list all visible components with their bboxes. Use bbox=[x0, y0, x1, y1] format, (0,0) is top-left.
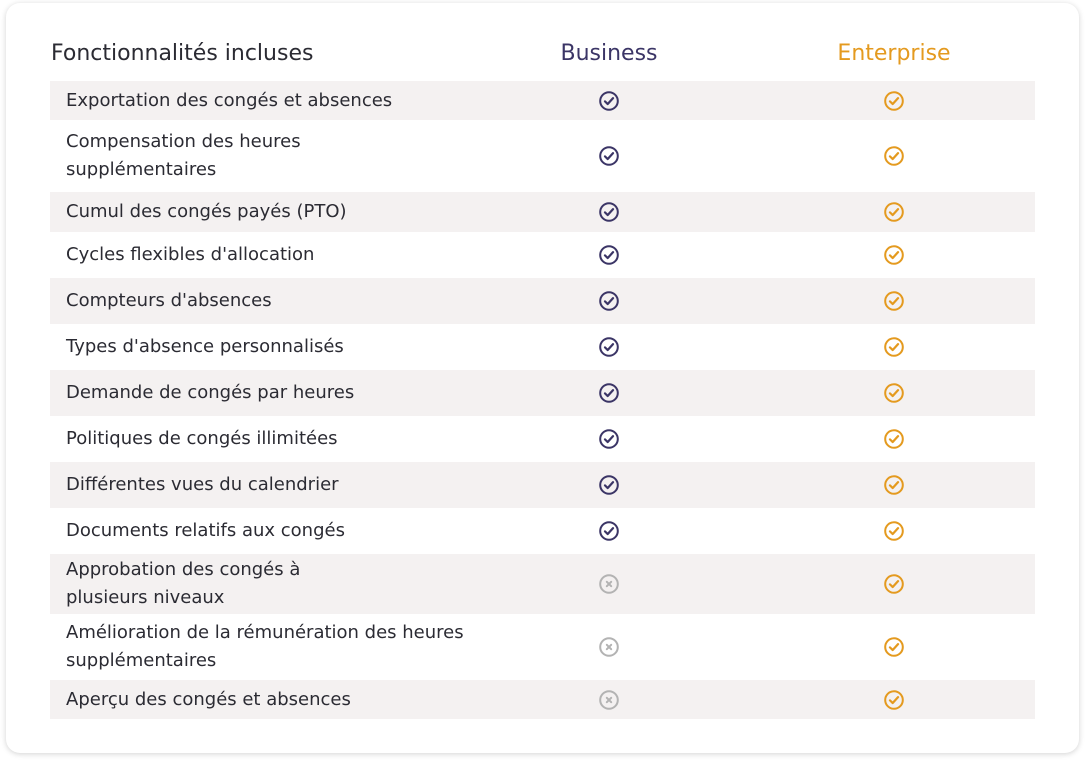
business-x-circle-icon bbox=[597, 688, 621, 712]
enterprise-check-circle-icon bbox=[882, 200, 906, 224]
feature-label: Aperçu des congés et absences bbox=[66, 688, 351, 710]
enterprise-check-circle-icon bbox=[882, 635, 906, 659]
enterprise-check-circle-icon bbox=[882, 519, 906, 543]
feature-row: Amélioration de la rémunération des heur… bbox=[50, 614, 1035, 680]
enterprise-check-circle-icon bbox=[882, 473, 906, 497]
feature-label: Politiques de congés illimitées bbox=[66, 428, 338, 449]
business-check-circle-icon bbox=[597, 381, 621, 405]
feature-label: Différentes vues du calendrier bbox=[66, 474, 339, 495]
business-check-circle-icon bbox=[597, 200, 621, 224]
enterprise-check-circle-icon bbox=[882, 243, 906, 267]
feature-row: Compensation des heures supplémentaires bbox=[50, 120, 1035, 192]
business-check-circle-icon bbox=[597, 243, 621, 267]
enterprise-check-circle-icon bbox=[882, 144, 906, 168]
feature-label: Compteurs d'absences bbox=[66, 290, 272, 311]
feature-comparison-card: Fonctionnalités incluses Business Enterp… bbox=[6, 3, 1079, 753]
feature-label: Documents relatifs aux congés bbox=[66, 520, 345, 541]
feature-rows: Exportation des congés et absences Compen… bbox=[50, 81, 1035, 719]
business-check-circle-icon bbox=[597, 144, 621, 168]
feature-label: Compensation des heures supplémentaires bbox=[66, 131, 301, 180]
feature-row: Approbation des congés à plusieurs nivea… bbox=[50, 554, 1035, 614]
business-check-circle-icon bbox=[597, 473, 621, 497]
feature-row: Documents relatifs aux congés bbox=[50, 508, 1035, 554]
enterprise-check-circle-icon bbox=[882, 688, 906, 712]
feature-row: Types d'absence personnalisés bbox=[50, 324, 1035, 370]
enterprise-check-circle-icon bbox=[882, 289, 906, 313]
feature-label: Amélioration de la rémunération des heur… bbox=[66, 622, 464, 671]
enterprise-check-circle-icon bbox=[882, 572, 906, 596]
feature-row: Aperçu des congés et absences bbox=[50, 680, 1035, 719]
feature-label: Demande de congés par heures bbox=[66, 382, 355, 403]
enterprise-plan-header: Enterprise bbox=[837, 41, 951, 66]
business-check-circle-icon bbox=[597, 289, 621, 313]
feature-label: Cycles flexibles d'allocation bbox=[66, 244, 315, 265]
business-x-circle-icon bbox=[597, 572, 621, 596]
feature-label: Approbation des congés à plusieurs nivea… bbox=[66, 559, 301, 608]
feature-label: Exportation des congés et absences bbox=[66, 89, 393, 111]
features-column-header: Fonctionnalités incluses bbox=[51, 41, 314, 66]
feature-label: Types d'absence personnalisés bbox=[66, 336, 344, 357]
feature-row: Cumul des congés payés (PTO) bbox=[50, 192, 1035, 232]
enterprise-check-circle-icon bbox=[882, 427, 906, 451]
feature-row: Exportation des congés et absences bbox=[50, 81, 1035, 120]
business-check-circle-icon bbox=[597, 89, 621, 113]
feature-row: Demande de congés par heures bbox=[50, 370, 1035, 416]
enterprise-check-circle-icon bbox=[882, 89, 906, 113]
business-check-circle-icon bbox=[597, 519, 621, 543]
feature-row: Politiques de congés illimitées bbox=[50, 416, 1035, 462]
feature-label: Cumul des congés payés (PTO) bbox=[66, 201, 347, 222]
table-header: Fonctionnalités incluses Business Enterp… bbox=[6, 3, 1079, 83]
feature-row: Cycles flexibles d'allocation bbox=[50, 232, 1035, 278]
feature-row: Différentes vues du calendrier bbox=[50, 462, 1035, 508]
feature-row: Compteurs d'absences bbox=[50, 278, 1035, 324]
business-x-circle-icon bbox=[597, 635, 621, 659]
business-plan-header: Business bbox=[560, 41, 658, 66]
business-check-circle-icon bbox=[597, 427, 621, 451]
business-check-circle-icon bbox=[597, 335, 621, 359]
enterprise-check-circle-icon bbox=[882, 335, 906, 359]
enterprise-check-circle-icon bbox=[882, 381, 906, 405]
